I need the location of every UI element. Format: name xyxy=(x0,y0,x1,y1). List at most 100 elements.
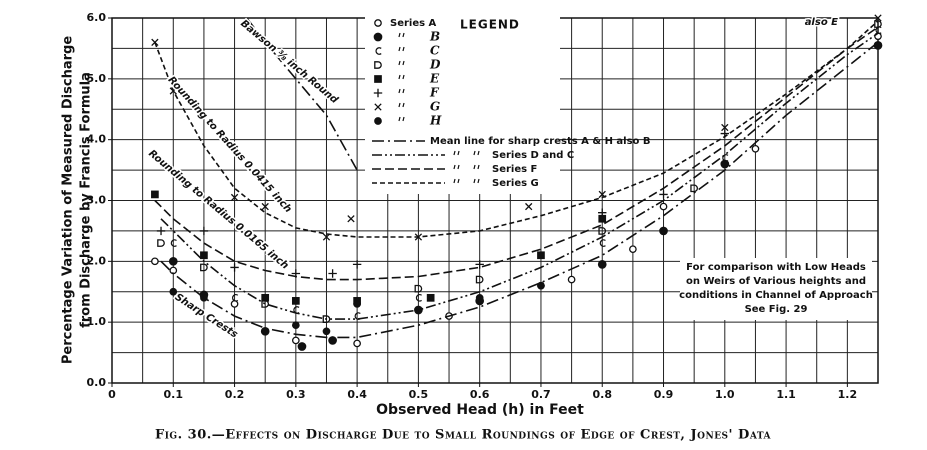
y-tick-label: 1.0 xyxy=(87,315,107,328)
marker xyxy=(291,336,300,345)
marker xyxy=(322,327,331,336)
marker xyxy=(230,263,239,272)
marker xyxy=(659,202,668,211)
marker xyxy=(230,193,239,202)
marker xyxy=(721,123,729,132)
marker xyxy=(353,339,361,348)
marker xyxy=(599,239,606,247)
curve xyxy=(160,32,879,320)
curve xyxy=(154,20,879,238)
ditto xyxy=(398,74,405,80)
legend-marker xyxy=(374,75,382,83)
legend-title: LEGEND xyxy=(460,18,520,32)
marker xyxy=(151,257,159,266)
marker xyxy=(200,251,208,260)
marker xyxy=(353,300,361,308)
marker xyxy=(659,227,668,235)
marker xyxy=(414,284,423,293)
marker xyxy=(537,251,545,260)
legend-label: Series G xyxy=(492,178,539,189)
marker xyxy=(352,260,362,269)
legend-label: D xyxy=(429,58,441,72)
marker xyxy=(525,202,533,211)
x-tick-label: 0.8 xyxy=(592,388,612,401)
marker xyxy=(720,160,729,168)
marker xyxy=(230,300,239,308)
note-line: conditions in Channel of Approach xyxy=(679,290,873,301)
ditto xyxy=(453,178,460,184)
x-axis-label: Observed Head (h) in Feet xyxy=(376,402,584,418)
legend-marker xyxy=(374,103,382,111)
note-background xyxy=(680,258,872,320)
marker xyxy=(169,287,178,296)
marker xyxy=(347,215,355,223)
legend-label: Series A xyxy=(390,18,437,29)
marker xyxy=(475,293,484,302)
ditto xyxy=(398,88,405,94)
x-tick-label: 0 xyxy=(108,388,116,401)
marker xyxy=(168,256,178,266)
y-tick-label: 0.0 xyxy=(87,376,107,389)
marker xyxy=(261,202,269,211)
marker xyxy=(170,239,177,247)
y-tick-label: 4.0 xyxy=(87,133,107,146)
marker xyxy=(567,275,576,284)
curve xyxy=(154,26,879,281)
marker xyxy=(751,144,760,153)
marker xyxy=(659,190,668,199)
marker xyxy=(598,227,607,235)
legend-label: G xyxy=(430,100,440,114)
marker xyxy=(629,245,637,254)
marker xyxy=(261,327,270,336)
marker xyxy=(291,297,300,305)
marker xyxy=(475,275,484,284)
legend-label: E xyxy=(429,72,440,86)
legend-label: B xyxy=(429,30,440,44)
marker xyxy=(415,294,422,302)
ditto xyxy=(398,46,405,52)
y-tick-label: 6.0 xyxy=(87,11,107,24)
x-tick-label: 0.2 xyxy=(225,388,245,401)
marker xyxy=(291,321,300,330)
legend-background xyxy=(365,14,560,194)
y-axis-label: from Discharge by Francis Formula xyxy=(79,72,94,328)
legend-label: Series D and C xyxy=(492,150,574,161)
legend-marker xyxy=(375,47,382,55)
legend-marker xyxy=(373,88,383,98)
marker xyxy=(199,226,209,236)
marker xyxy=(200,263,208,272)
x-tick-label: 0.6 xyxy=(470,388,490,401)
marker xyxy=(328,269,337,278)
annotation: also E xyxy=(805,17,838,28)
marker xyxy=(261,293,270,302)
x-tick-label: 0.4 xyxy=(347,388,367,401)
marker xyxy=(874,20,882,28)
x-tick-label: 1.2 xyxy=(838,388,858,401)
ditto xyxy=(398,116,405,122)
x-tick-label: 1.0 xyxy=(715,388,735,401)
marker xyxy=(151,190,159,199)
marker xyxy=(232,294,239,302)
note-line: See Fig. 29 xyxy=(745,304,808,315)
marker xyxy=(426,293,435,302)
x-tick-label: 0.5 xyxy=(409,388,429,401)
marker xyxy=(157,239,165,247)
marker xyxy=(597,260,607,269)
y-tick-label: 3.0 xyxy=(87,194,107,207)
legend-marker xyxy=(374,19,382,27)
ditto xyxy=(398,102,405,108)
ditto xyxy=(473,150,480,156)
legend-label: C xyxy=(430,44,440,58)
ditto xyxy=(453,164,460,170)
legend-label: H xyxy=(429,114,442,128)
ditto xyxy=(398,32,405,38)
note-line: For comparison with Low Heads xyxy=(686,262,866,273)
legend-label: Mean line for sharp crests A & H also B xyxy=(430,136,651,147)
curve xyxy=(160,41,879,339)
legend-marker xyxy=(374,117,382,125)
y-tick-label: 2.0 xyxy=(87,254,107,267)
chart-title: Fig. 30.—Effects on Discharge Due to Sma… xyxy=(155,428,772,443)
marker xyxy=(297,342,307,351)
